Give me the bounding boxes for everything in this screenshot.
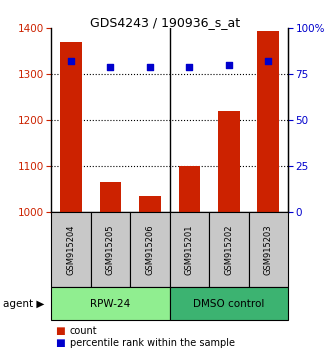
Point xyxy=(226,62,231,68)
Bar xyxy=(218,111,240,212)
Bar xyxy=(139,196,161,212)
Text: ■: ■ xyxy=(55,326,64,336)
Text: GSM915205: GSM915205 xyxy=(106,224,115,275)
Text: GSM915203: GSM915203 xyxy=(264,224,273,275)
Point xyxy=(108,64,113,70)
Point xyxy=(147,64,153,70)
Point xyxy=(69,59,74,64)
Bar xyxy=(60,42,82,212)
Text: GSM915201: GSM915201 xyxy=(185,224,194,275)
Text: GSM915206: GSM915206 xyxy=(145,224,155,275)
Point xyxy=(187,64,192,70)
Text: agent ▶: agent ▶ xyxy=(3,298,45,309)
Bar xyxy=(258,31,279,212)
Text: count: count xyxy=(70,326,97,336)
Point xyxy=(265,59,271,64)
Text: GSM915202: GSM915202 xyxy=(224,224,233,275)
Text: RPW-24: RPW-24 xyxy=(90,298,131,309)
Bar xyxy=(178,166,200,212)
Text: ■: ■ xyxy=(55,338,64,348)
Text: GDS4243 / 190936_s_at: GDS4243 / 190936_s_at xyxy=(90,16,241,29)
Bar xyxy=(100,183,121,212)
Text: GSM915204: GSM915204 xyxy=(67,224,75,275)
Text: DMSO control: DMSO control xyxy=(193,298,264,309)
Text: percentile rank within the sample: percentile rank within the sample xyxy=(70,338,234,348)
